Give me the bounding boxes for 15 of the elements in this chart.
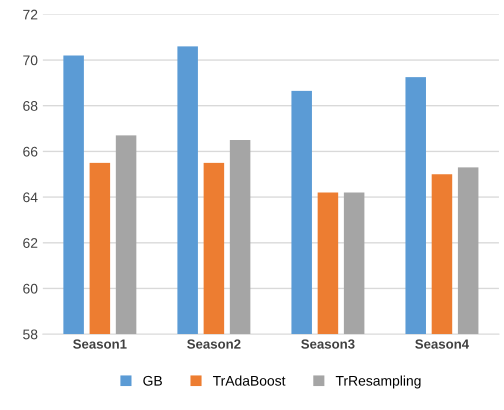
y-tick-label: 70 (23, 55, 38, 66)
y-tick-label: 60 (23, 284, 38, 294)
legend-label: GB (143, 376, 162, 386)
y-tick-label: 68 (23, 101, 38, 111)
legend-label: TrAdaBoost (212, 376, 286, 386)
x-tick-label: Season1 (73, 339, 127, 349)
y-tick-label: 62 (23, 238, 38, 248)
x-tick-label: Season4 (415, 339, 470, 349)
y-tick-label: 66 (23, 146, 38, 157)
x-tick-label: Season3 (301, 339, 355, 349)
y-tick-label: 58 (23, 329, 38, 340)
x-tick-label: Season2 (187, 339, 240, 349)
y-tick-label: 72 (23, 10, 38, 20)
legend-label: TrResampling (336, 376, 421, 388)
y-tick-label: 64 (23, 192, 38, 202)
